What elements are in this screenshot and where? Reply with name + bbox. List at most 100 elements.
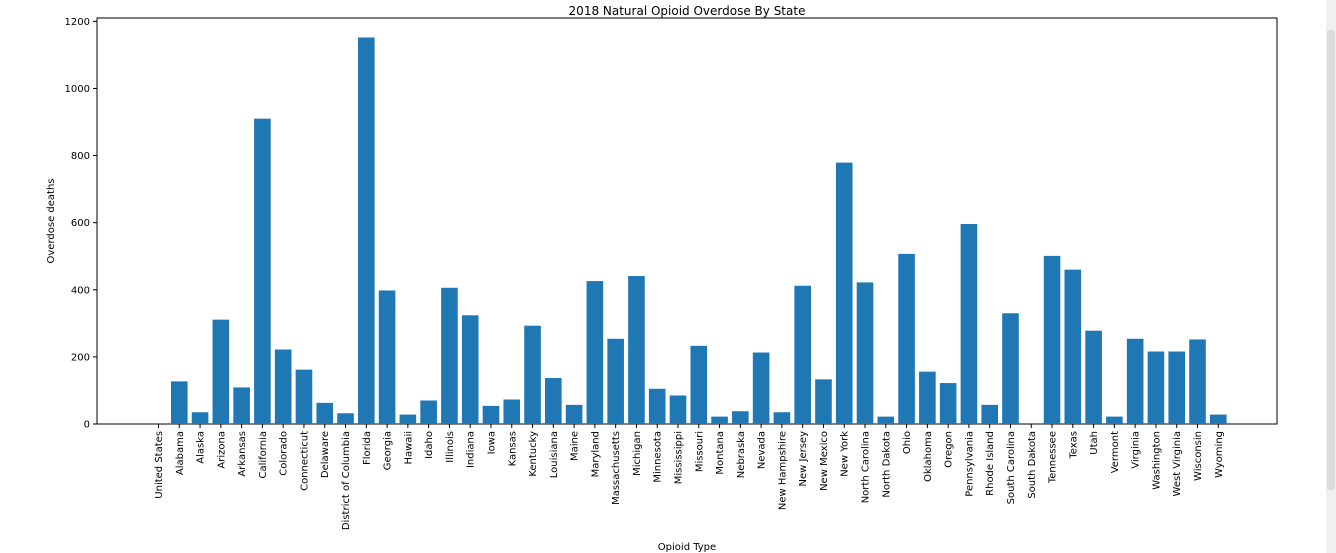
- x-tick-label: Hawaii: [403, 431, 414, 465]
- bar-massachusetts: [607, 338, 624, 424]
- x-tick-label: Arizona: [216, 431, 227, 469]
- x-tick-label: Texas: [1068, 431, 1079, 460]
- x-tick-label: North Carolina: [861, 431, 872, 503]
- x-tick-label: Kansas: [507, 431, 518, 466]
- bar-illinois: [441, 287, 458, 424]
- y-axis-label: Overdose deaths: [46, 179, 57, 264]
- x-tick-label: Oregon: [944, 431, 955, 468]
- bar-arizona: [212, 319, 230, 424]
- x-tick-label: Minnesota: [653, 431, 664, 483]
- x-tick-label: Montana: [715, 431, 726, 475]
- bar-nebraska: [732, 411, 749, 424]
- y-tick-label: 800: [71, 151, 90, 162]
- bars-group: [170, 37, 1227, 425]
- x-tick-label: Connecticut: [299, 431, 310, 491]
- chart-title: 2018 Natural Opioid Overdose By State: [569, 4, 806, 18]
- bar-maine: [565, 404, 583, 424]
- x-tick-label: Arkansas: [237, 431, 248, 477]
- bar-west-virginia: [1168, 351, 1186, 424]
- x-tick-label: Idaho: [424, 431, 435, 459]
- bar-maryland: [586, 281, 604, 424]
- y-tick-label: 0: [84, 420, 90, 431]
- bar-arkansas: [233, 387, 250, 424]
- bar-virginia: [1126, 338, 1144, 424]
- bar-hawaii: [399, 414, 417, 424]
- x-tick-label: South Carolina: [1006, 431, 1017, 504]
- scrollbar-thumb[interactable]: [1327, 30, 1335, 490]
- x-tick-label: Mississippi: [674, 431, 685, 484]
- bar-utah: [1085, 330, 1102, 424]
- y-tick-label: 200: [71, 352, 90, 363]
- bar-alaska: [191, 412, 209, 424]
- bar-idaho: [420, 400, 437, 424]
- x-tick-label: Rhode Island: [985, 431, 996, 496]
- bar-ohio: [898, 253, 915, 424]
- x-tick-label: Illinois: [445, 431, 456, 463]
- x-tick-label: Colorado: [279, 431, 290, 476]
- bar-wyoming: [1209, 414, 1227, 424]
- x-tick-label: Delaware: [320, 431, 331, 478]
- x-tick-label: Virginia: [1131, 431, 1142, 469]
- x-tick-label: Indiana: [466, 431, 477, 468]
- x-tick-label: Pennsylvania: [964, 431, 975, 497]
- bar-north-carolina: [856, 282, 874, 424]
- x-tick-label: Florida: [362, 431, 373, 465]
- bar-georgia: [378, 290, 396, 424]
- x-tick-label: Tennessee: [1048, 431, 1059, 484]
- bar-montana: [711, 416, 728, 424]
- y-tick-label: 1200: [65, 17, 90, 28]
- bar-indiana: [461, 315, 479, 424]
- x-tick-label: New Mexico: [819, 431, 830, 491]
- x-tick-label: Alaska: [196, 431, 207, 464]
- x-tick-label: New York: [840, 431, 851, 477]
- y-tick-label: 1000: [65, 84, 90, 95]
- x-tick-label: Nevada: [757, 431, 768, 469]
- bar-colorado: [274, 349, 292, 424]
- x-tick-label: South Dakota: [1027, 431, 1038, 499]
- bar-minnesota: [648, 388, 666, 424]
- bar-louisiana: [545, 378, 562, 424]
- y-tick-label: 400: [71, 285, 90, 296]
- bar-connecticut: [295, 369, 313, 424]
- bar-north-dakota: [877, 416, 895, 424]
- bar-nevada: [752, 352, 770, 424]
- x-tick-label: United States: [154, 431, 165, 499]
- bar-kansas: [503, 399, 521, 424]
- x-tick-label: Maine: [570, 431, 581, 461]
- bar-new-york: [835, 162, 853, 424]
- x-tick-label: Utah: [1089, 431, 1100, 455]
- plot-frame: [96, 17, 1278, 425]
- x-tick-label: New Hampshire: [777, 431, 788, 510]
- x-tick-label: Iowa: [486, 431, 497, 454]
- bar-kentucky: [524, 325, 541, 424]
- bar-michigan: [628, 276, 645, 424]
- y-tick-label: 600: [71, 218, 90, 229]
- x-tick-label: Louisiana: [549, 431, 560, 478]
- x-tick-label: Nebraska: [736, 431, 747, 478]
- x-tick-label: Ohio: [902, 431, 913, 454]
- bar-mississippi: [669, 395, 687, 424]
- x-tick-label: California: [258, 431, 269, 479]
- x-tick-label: Alabama: [175, 431, 186, 475]
- x-tick-label: Maryland: [590, 431, 601, 477]
- x-tick-label: Wyoming: [1214, 431, 1225, 478]
- x-tick-label: District of Columbia: [341, 431, 352, 530]
- bar-iowa: [482, 405, 500, 424]
- bar-vermont: [1106, 416, 1123, 424]
- bar-delaware: [316, 402, 334, 424]
- vertical-scrollbar[interactable]: [1326, 0, 1336, 553]
- bar-tennessee: [1043, 255, 1061, 424]
- x-tick-label: Vermont: [1110, 431, 1121, 473]
- bar-california: [254, 118, 271, 424]
- x-tick-label: Wisconsin: [1193, 431, 1204, 481]
- bar-new-jersey: [794, 285, 811, 424]
- x-axis-label: Opioid Type: [658, 542, 716, 553]
- bar-south-carolina: [1002, 313, 1019, 424]
- bar-alabama: [170, 381, 188, 424]
- bar-new-hampshire: [773, 412, 791, 424]
- x-tick-label: Oklahoma: [923, 431, 934, 482]
- x-tick-label: West Virginia: [1172, 431, 1183, 496]
- bar-new-mexico: [815, 379, 832, 424]
- x-axis-ticks: United States Alabama Alaska Arizona Arkansa…: [154, 424, 1225, 530]
